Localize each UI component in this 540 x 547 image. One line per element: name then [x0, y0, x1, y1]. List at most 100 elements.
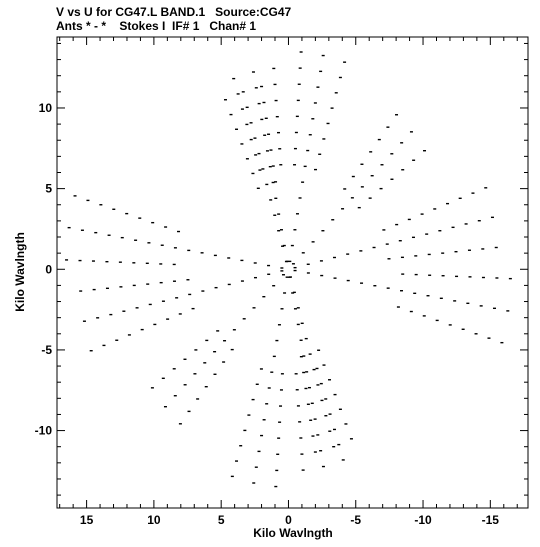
uv-point	[265, 403, 269, 405]
uv-point	[326, 122, 330, 125]
uv-point	[296, 323, 300, 326]
uv-point	[300, 453, 304, 455]
uv-point	[334, 92, 338, 94]
uv-point	[319, 382, 323, 385]
uv-point	[468, 276, 472, 278]
uv-point	[253, 137, 257, 139]
uv-point	[346, 253, 350, 255]
uv-point	[370, 175, 374, 177]
uv-point	[281, 245, 285, 247]
uv-point	[275, 469, 279, 472]
uv-point	[380, 164, 384, 166]
uv-point	[277, 324, 281, 326]
uv-point	[135, 307, 139, 309]
uv-point	[173, 395, 177, 397]
uv-point	[91, 260, 95, 262]
uv-point	[148, 303, 152, 306]
uv-point	[332, 428, 336, 431]
uv-point	[222, 361, 226, 363]
uv-point	[249, 122, 253, 124]
uv-point	[201, 290, 205, 292]
uv-point	[277, 437, 281, 439]
uv-point	[191, 307, 195, 310]
uv-point	[183, 384, 187, 386]
uv-point	[254, 154, 258, 156]
uv-point	[177, 230, 181, 233]
uv-point	[490, 216, 494, 219]
uv-point	[235, 460, 239, 462]
uv-point	[328, 379, 332, 381]
uv-point	[112, 208, 116, 210]
uv-point	[230, 475, 234, 478]
plot-frame	[56, 36, 529, 509]
uv-point	[395, 114, 399, 116]
uv-point	[454, 250, 458, 253]
uv-point	[411, 236, 415, 239]
uv-point	[245, 158, 249, 160]
uv-point	[256, 187, 260, 190]
uv-point	[316, 86, 320, 88]
uv-point	[422, 315, 426, 317]
uv-point	[232, 77, 236, 80]
uv-point	[86, 199, 90, 202]
uv-point	[451, 226, 455, 229]
uv-point	[78, 259, 82, 262]
uv-point	[252, 307, 256, 309]
uv-point	[341, 208, 345, 210]
uv-point	[242, 318, 246, 320]
uv-point	[301, 181, 305, 183]
uv-point	[316, 434, 320, 436]
y-tick-label: 10	[39, 101, 53, 115]
uv-point	[260, 85, 264, 88]
uv-point	[172, 368, 176, 370]
uv-point	[295, 213, 299, 215]
uv-point	[319, 260, 323, 262]
uv-point	[298, 421, 302, 423]
uv-point	[239, 445, 243, 447]
uv-point	[308, 134, 312, 136]
uv-point	[306, 403, 310, 405]
uv-point	[200, 252, 204, 254]
uv-point	[102, 344, 106, 347]
uv-point	[331, 219, 335, 221]
uv-point	[390, 153, 394, 155]
uv-point	[283, 292, 287, 294]
uv-point	[268, 165, 272, 168]
x-tick-label: 0	[285, 513, 292, 527]
uv-point	[277, 213, 281, 215]
uv-point	[279, 389, 283, 391]
uv-point	[284, 260, 288, 263]
uv-point	[438, 230, 442, 232]
x-tick-label: 5	[218, 513, 225, 527]
uv-point	[65, 259, 69, 261]
uv-point	[146, 283, 150, 285]
uv-point	[275, 115, 279, 118]
uv-point	[230, 348, 234, 351]
uv-point	[387, 258, 391, 260]
uv-point	[350, 197, 354, 199]
uv-point	[386, 126, 390, 128]
uv-point	[297, 83, 301, 85]
uv-point	[351, 175, 355, 178]
uv-point	[216, 330, 220, 332]
uv-point	[295, 115, 299, 118]
uv-point	[193, 373, 197, 375]
uv-point	[164, 226, 168, 228]
uv-point	[333, 393, 337, 396]
uv-point	[257, 152, 261, 155]
uv-point	[281, 274, 285, 276]
uv-point	[298, 67, 302, 69]
uv-point	[273, 214, 277, 216]
uv-point	[267, 264, 271, 267]
uv-point	[265, 183, 269, 186]
uv-point	[105, 287, 109, 290]
uv-point	[461, 328, 465, 330]
uv-point	[386, 287, 390, 289]
uv-point	[359, 250, 363, 252]
uv-point	[247, 414, 251, 416]
uv-point	[125, 212, 129, 215]
uv-point	[407, 218, 411, 221]
uv-point	[446, 202, 450, 205]
uv-point	[426, 295, 430, 297]
